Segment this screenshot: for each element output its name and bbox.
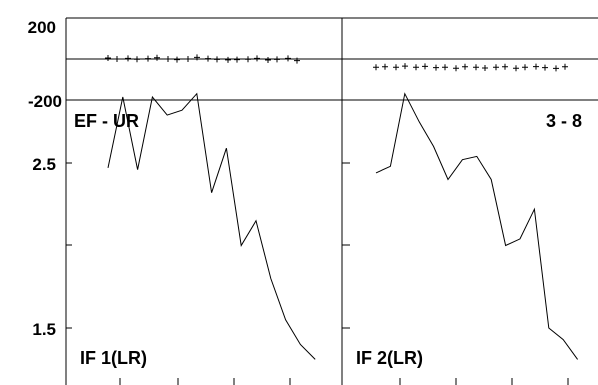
residual-marker xyxy=(542,64,548,71)
chart-marks xyxy=(66,17,579,385)
plot-frame xyxy=(65,17,598,385)
residual-marker xyxy=(462,63,468,70)
series-line-left xyxy=(107,92,316,360)
residual-marker xyxy=(433,64,439,71)
residual-marker xyxy=(562,63,568,70)
residual-marker xyxy=(373,64,379,71)
residual-marker xyxy=(125,55,131,62)
y-tick-label-1-5: 1.5 xyxy=(32,320,56,339)
series-line-right xyxy=(375,92,579,360)
residual-marker xyxy=(294,57,300,64)
residual-marker xyxy=(453,65,459,72)
y-tick-label-top-200: 200 xyxy=(28,18,56,37)
residual-marker xyxy=(393,64,399,71)
panel-label-left: EF - UR xyxy=(74,111,139,131)
residual-marker xyxy=(225,56,231,63)
baseline-label-right: IF 2(LR) xyxy=(356,348,423,368)
residual-marker xyxy=(194,54,200,61)
residual-marker xyxy=(533,63,539,70)
residual-marker xyxy=(105,54,111,61)
residual-marker xyxy=(422,63,428,70)
residual-marker xyxy=(245,56,251,63)
residual-marker xyxy=(254,55,260,62)
residual-marker xyxy=(402,63,408,70)
residual-marker xyxy=(165,56,171,62)
residual-marker xyxy=(413,64,419,71)
residual-marker xyxy=(513,65,519,72)
residual-marker xyxy=(382,63,388,70)
residual-marker xyxy=(285,55,291,62)
panel-label-right: 3 - 8 xyxy=(546,111,582,131)
residual-marker xyxy=(473,64,479,71)
residual-marker xyxy=(234,56,240,63)
residual-marker xyxy=(114,56,120,62)
y-tick-label-top-neg200: -200 xyxy=(28,92,62,111)
residual-marker xyxy=(442,64,448,71)
residual-marker xyxy=(265,57,271,64)
residual-marker xyxy=(482,65,488,72)
residual-marker xyxy=(502,63,508,70)
y-tick-label-2-5: 2.5 xyxy=(32,155,56,174)
residual-marker xyxy=(214,56,220,63)
residual-marker xyxy=(145,55,151,62)
baseline-label-left: IF 1(LR) xyxy=(80,348,147,368)
residual-marker xyxy=(522,64,528,71)
residual-marker xyxy=(154,54,160,61)
residual-marker xyxy=(493,64,499,71)
residual-marker xyxy=(553,65,559,72)
residual-marker xyxy=(134,56,140,63)
residual-marker xyxy=(185,56,191,62)
residual-marker xyxy=(174,56,180,63)
residual-marker xyxy=(274,56,280,63)
residual-marker xyxy=(205,55,211,62)
